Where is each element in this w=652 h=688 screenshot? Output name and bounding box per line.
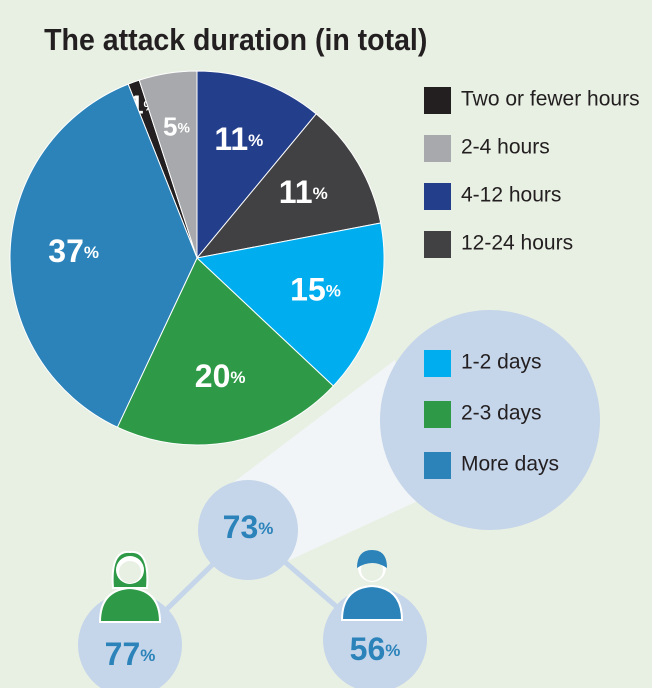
icon-hair xyxy=(357,550,387,568)
data-label: 15% xyxy=(290,272,341,308)
unit: % xyxy=(313,185,328,204)
chart-title: The attack duration (in total) xyxy=(44,23,427,57)
value: 20 xyxy=(195,359,231,395)
icon-face xyxy=(119,561,141,583)
legend-label: 1-2 days xyxy=(461,351,542,374)
legend: Two or fewer hours 2-4 hours 4-12 hours 12-… xyxy=(424,87,640,479)
unit: % xyxy=(326,282,341,301)
icon-body xyxy=(340,584,404,621)
legend-label: More days xyxy=(461,453,559,476)
unit: % xyxy=(248,131,263,150)
pie-slice xyxy=(9,83,198,428)
data-label: 37% xyxy=(48,234,99,270)
pie-slice xyxy=(116,257,335,446)
legend-swatch xyxy=(424,350,451,377)
callout-bubble xyxy=(198,480,298,580)
value: 77 xyxy=(105,636,141,672)
unit: % xyxy=(178,119,191,135)
value: 15 xyxy=(290,272,326,308)
legend-label: Two or fewer hours xyxy=(461,88,640,111)
legend-label: 4-12 hours xyxy=(461,184,561,207)
legend-swatch xyxy=(424,183,451,210)
pie-slice xyxy=(195,113,382,259)
value: 37 xyxy=(48,234,84,270)
callout-label: 77% xyxy=(105,636,156,672)
value: 56 xyxy=(350,631,386,667)
pie-slice xyxy=(196,70,317,260)
legend-label: 2-3 days xyxy=(461,402,542,425)
data-label: 20% xyxy=(195,359,246,395)
value: 11 xyxy=(279,175,313,211)
value: 11 xyxy=(214,121,248,157)
unit: % xyxy=(258,519,273,538)
unit: % xyxy=(385,641,400,660)
callouts: 73%77% 56% xyxy=(78,480,427,688)
legend-swatch xyxy=(424,401,451,428)
legend-swatch xyxy=(424,135,451,162)
female-icon xyxy=(98,550,162,623)
callout-label: 73% xyxy=(223,509,274,545)
legend-swatch xyxy=(424,87,451,114)
data-label: 5% xyxy=(163,112,190,142)
legend-swatch xyxy=(424,452,451,479)
unit: % xyxy=(84,244,99,263)
callout-label: 56% xyxy=(350,631,401,667)
icon-face xyxy=(361,559,383,581)
data-label: 11% xyxy=(214,121,263,157)
legend-label: 12-24 hours xyxy=(461,232,573,255)
value: 73 xyxy=(223,509,259,545)
legend-label: 2-4 hours xyxy=(461,136,550,159)
pie: 1%5%11%11%15%20%37% xyxy=(9,70,385,446)
unit: % xyxy=(230,369,245,388)
unit: % xyxy=(140,646,155,665)
data-label: 11% xyxy=(279,175,328,211)
male-icon xyxy=(340,550,404,621)
legend-swatch xyxy=(424,231,451,258)
value: 5 xyxy=(163,112,177,142)
pie-slice xyxy=(195,222,385,387)
